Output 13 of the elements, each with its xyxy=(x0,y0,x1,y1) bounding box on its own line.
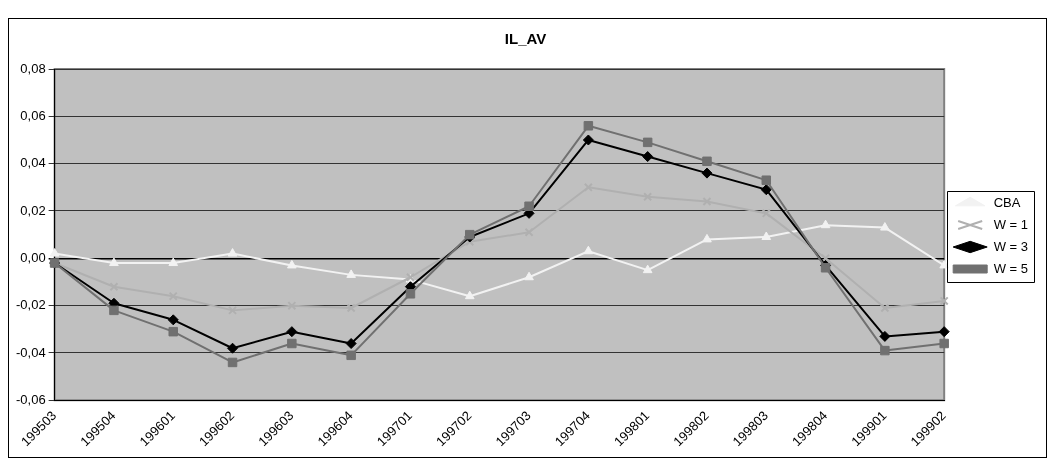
y-tick-label: 0,00 xyxy=(20,249,46,265)
y-tick-label: 0,06 xyxy=(20,107,46,123)
y-tick-label: -0,04 xyxy=(15,344,46,360)
legend-label: W = 1 xyxy=(993,216,1029,232)
legend-label: CBA xyxy=(993,194,1021,210)
y-tick-label: 0,08 xyxy=(20,60,46,76)
chart-title: IL_AV xyxy=(504,30,547,48)
y-tick-label: 0,02 xyxy=(20,202,46,218)
legend-label: W = 5 xyxy=(993,260,1029,276)
legend-label: W = 3 xyxy=(993,238,1029,254)
y-tick-label: 0,04 xyxy=(20,155,46,171)
y-tick-label: -0,02 xyxy=(15,297,46,313)
y-tick-label: -0,06 xyxy=(15,391,46,407)
